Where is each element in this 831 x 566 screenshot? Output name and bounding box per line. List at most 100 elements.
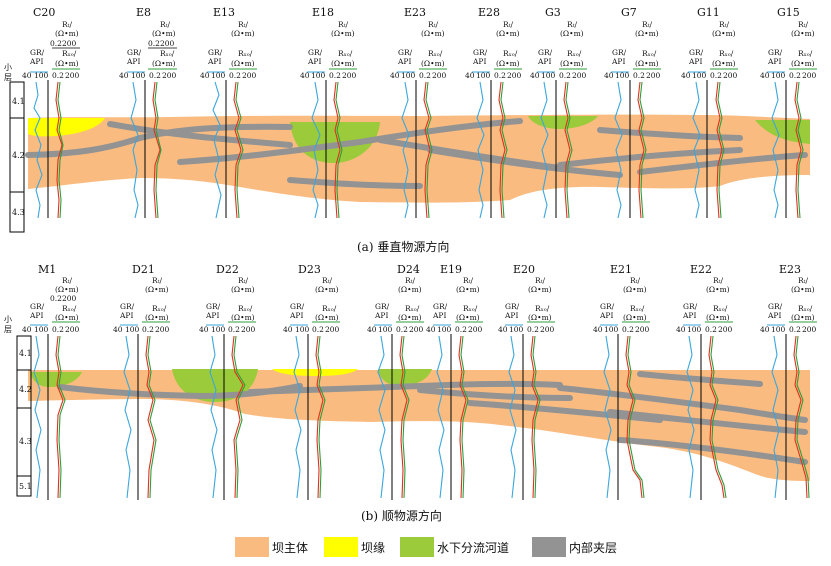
panel-b-well-E20: E20 GR/ API Rₜ/ (Ω•m) Rₓₒ/ (Ω•m) 40 100 …	[498, 263, 555, 500]
ohm-header: (Ω•m)	[528, 313, 552, 322]
gr-min: 40	[760, 71, 770, 80]
gr-max: 100	[692, 71, 707, 80]
gr-min: 40	[199, 325, 209, 334]
panel-b-well-E23: E23 GR/ API Rₜ/ (Ω•m) Rₓₒ/ (Ω•m) 40 100 …	[760, 263, 817, 500]
gr-min: 40	[390, 71, 400, 80]
rxo-header: Rₓₒ/	[535, 304, 550, 313]
gr-min: 40	[498, 325, 508, 334]
rt-header: Rₜ/	[713, 276, 723, 285]
gr-max: 100	[437, 325, 452, 334]
well-label: D23	[298, 263, 321, 276]
well-label: D21	[132, 263, 155, 276]
gr-header: GR/	[206, 302, 221, 311]
ohm-header: (Ω•m)	[712, 59, 736, 68]
r-max: 200	[432, 71, 447, 80]
r-min: 0.2	[229, 71, 241, 80]
ohm-header: (Ω•m)	[145, 285, 169, 294]
r-min: 0.2	[52, 325, 64, 334]
layer-title-bottom: 层	[4, 325, 12, 334]
r-max: 200	[409, 325, 424, 334]
r-min: 0.2	[455, 325, 467, 334]
r-min: 0.2	[419, 71, 431, 80]
well-label: E22	[690, 263, 712, 276]
rxo-header: Rₓₒ/	[322, 304, 337, 313]
zone-label: 4.1	[19, 349, 32, 358]
ohm-header: (Ω•m)	[331, 59, 355, 68]
legend-label: 内部夹层	[569, 540, 617, 555]
gr-max: 100	[211, 325, 226, 334]
well-label: G7	[621, 6, 637, 19]
ohm-header: (Ω•m)	[528, 285, 552, 294]
gr-header: GR/	[120, 302, 135, 311]
panel-b-well-M1: M1 GR/ API Rₜ/ (Ω•m) 0.2 200 Rₓₒ/ (Ω•m) …	[22, 263, 80, 500]
panel-a-well-E18: E18 GR/ API Rₜ/ (Ω•m) Rₓₒ/ (Ω•m) 40 100 …	[300, 6, 357, 219]
well-label: E20	[513, 263, 535, 276]
rxo-header: Rₓₒ/	[338, 49, 353, 58]
r-max: 200	[65, 71, 80, 80]
r-max: 200	[242, 71, 257, 80]
panel-a-interlayers	[25, 118, 808, 189]
zone-label: 5.1	[19, 482, 32, 491]
r-max: 200	[65, 325, 80, 334]
r-max: 200	[802, 325, 817, 334]
rt-header: Rₜ/	[428, 20, 438, 29]
panel-b-channel-1	[30, 372, 82, 387]
legend-item-dam-edge: 坝缘	[324, 537, 385, 557]
gr-min: 40	[676, 325, 686, 334]
zone-label: 4.3	[19, 437, 32, 446]
api-header: API	[682, 311, 696, 320]
r-min: 0.2	[329, 71, 341, 80]
r-max: 200	[155, 325, 170, 334]
api-header: API	[289, 311, 303, 320]
r-max: 200	[507, 71, 522, 80]
rxo-header: Rₓₒ/	[62, 49, 77, 58]
well-label: M1	[38, 263, 56, 276]
rxo-header: Rₓₒ/	[719, 49, 734, 58]
zone-label: 4.1	[12, 97, 25, 106]
rxo-header: Rₓₒ/	[463, 304, 478, 313]
ohm-header: (Ω•m)	[791, 59, 815, 68]
panel-a-well-E13: E13 GR/ API Rₜ/ (Ω•m) Rₓₒ/ (Ω•m) 40 100 …	[200, 6, 257, 219]
ohm-header: (Ω•m)	[421, 29, 445, 38]
gr-min: 40	[367, 325, 377, 334]
r-max: 200	[646, 71, 661, 80]
gr-min: 40	[604, 71, 614, 80]
api-header: API	[599, 311, 613, 320]
gr-header: GR/	[30, 48, 45, 57]
rt-header: Rₜ/	[160, 20, 170, 29]
gr-max: 100	[311, 71, 326, 80]
r-min: 0.2	[50, 294, 62, 303]
r-max: 200	[62, 294, 77, 303]
r-min: 0.2	[527, 325, 539, 334]
r-max: 200	[342, 71, 357, 80]
rt-header: Rₜ/	[567, 20, 577, 29]
panel-b-well-E22: E22 GR/ API Rₜ/ (Ω•m) Rₓₒ/ (Ω•m) 40 100 …	[676, 263, 733, 500]
ohm-header: (Ω•m)	[623, 285, 647, 294]
well-label: D24	[397, 263, 420, 276]
gr-max: 100	[604, 325, 619, 334]
ohm-header: (Ω•m)	[706, 285, 730, 294]
panel-b-well-D22: D22 GR/ API Rₜ/ (Ω•m) Rₓₒ/ (Ω•m) 40 100 …	[199, 263, 256, 500]
r-max: 200	[325, 325, 340, 334]
layer-title-bottom: 层	[4, 73, 12, 82]
ohm-header: (Ω•m)	[623, 313, 647, 322]
ohm-header: (Ω•m)	[456, 313, 480, 322]
api-header: API	[29, 311, 43, 320]
api-header: API	[432, 311, 446, 320]
api-header: API	[537, 57, 551, 66]
panel-a-well-C20: C20 GR/ API Rₜ/ (Ω•m) 0.2 200 Rₓₒ/ (Ω•m)…	[22, 6, 80, 219]
ohm-header: (Ω•m)	[791, 29, 815, 38]
ohm-header: (Ω•m)	[145, 313, 169, 322]
panel-b-well-D21: D21 GR/ API Rₜ/ (Ω•m) Rₓₒ/ (Ω•m) 40 100 …	[113, 263, 170, 500]
well-label: E18	[312, 6, 334, 19]
rt-header: Rₜ/	[62, 20, 72, 29]
api-header: API	[207, 57, 221, 66]
rxo-header: Rₓₒ/	[160, 49, 175, 58]
well-label: D22	[216, 263, 239, 276]
gr-max: 100	[615, 71, 630, 80]
panel-b-well-E21: E21 GR/ API Rₜ/ (Ω•m) Rₓₒ/ (Ω•m) 40 100 …	[593, 263, 650, 500]
panel-a-well-E28: E28 GR/ API Rₜ/ (Ω•m) Rₓₒ/ (Ω•m) 40 100 …	[465, 6, 522, 219]
r-min: 0.2	[705, 325, 717, 334]
rt-header: Rₜ/	[62, 276, 72, 285]
